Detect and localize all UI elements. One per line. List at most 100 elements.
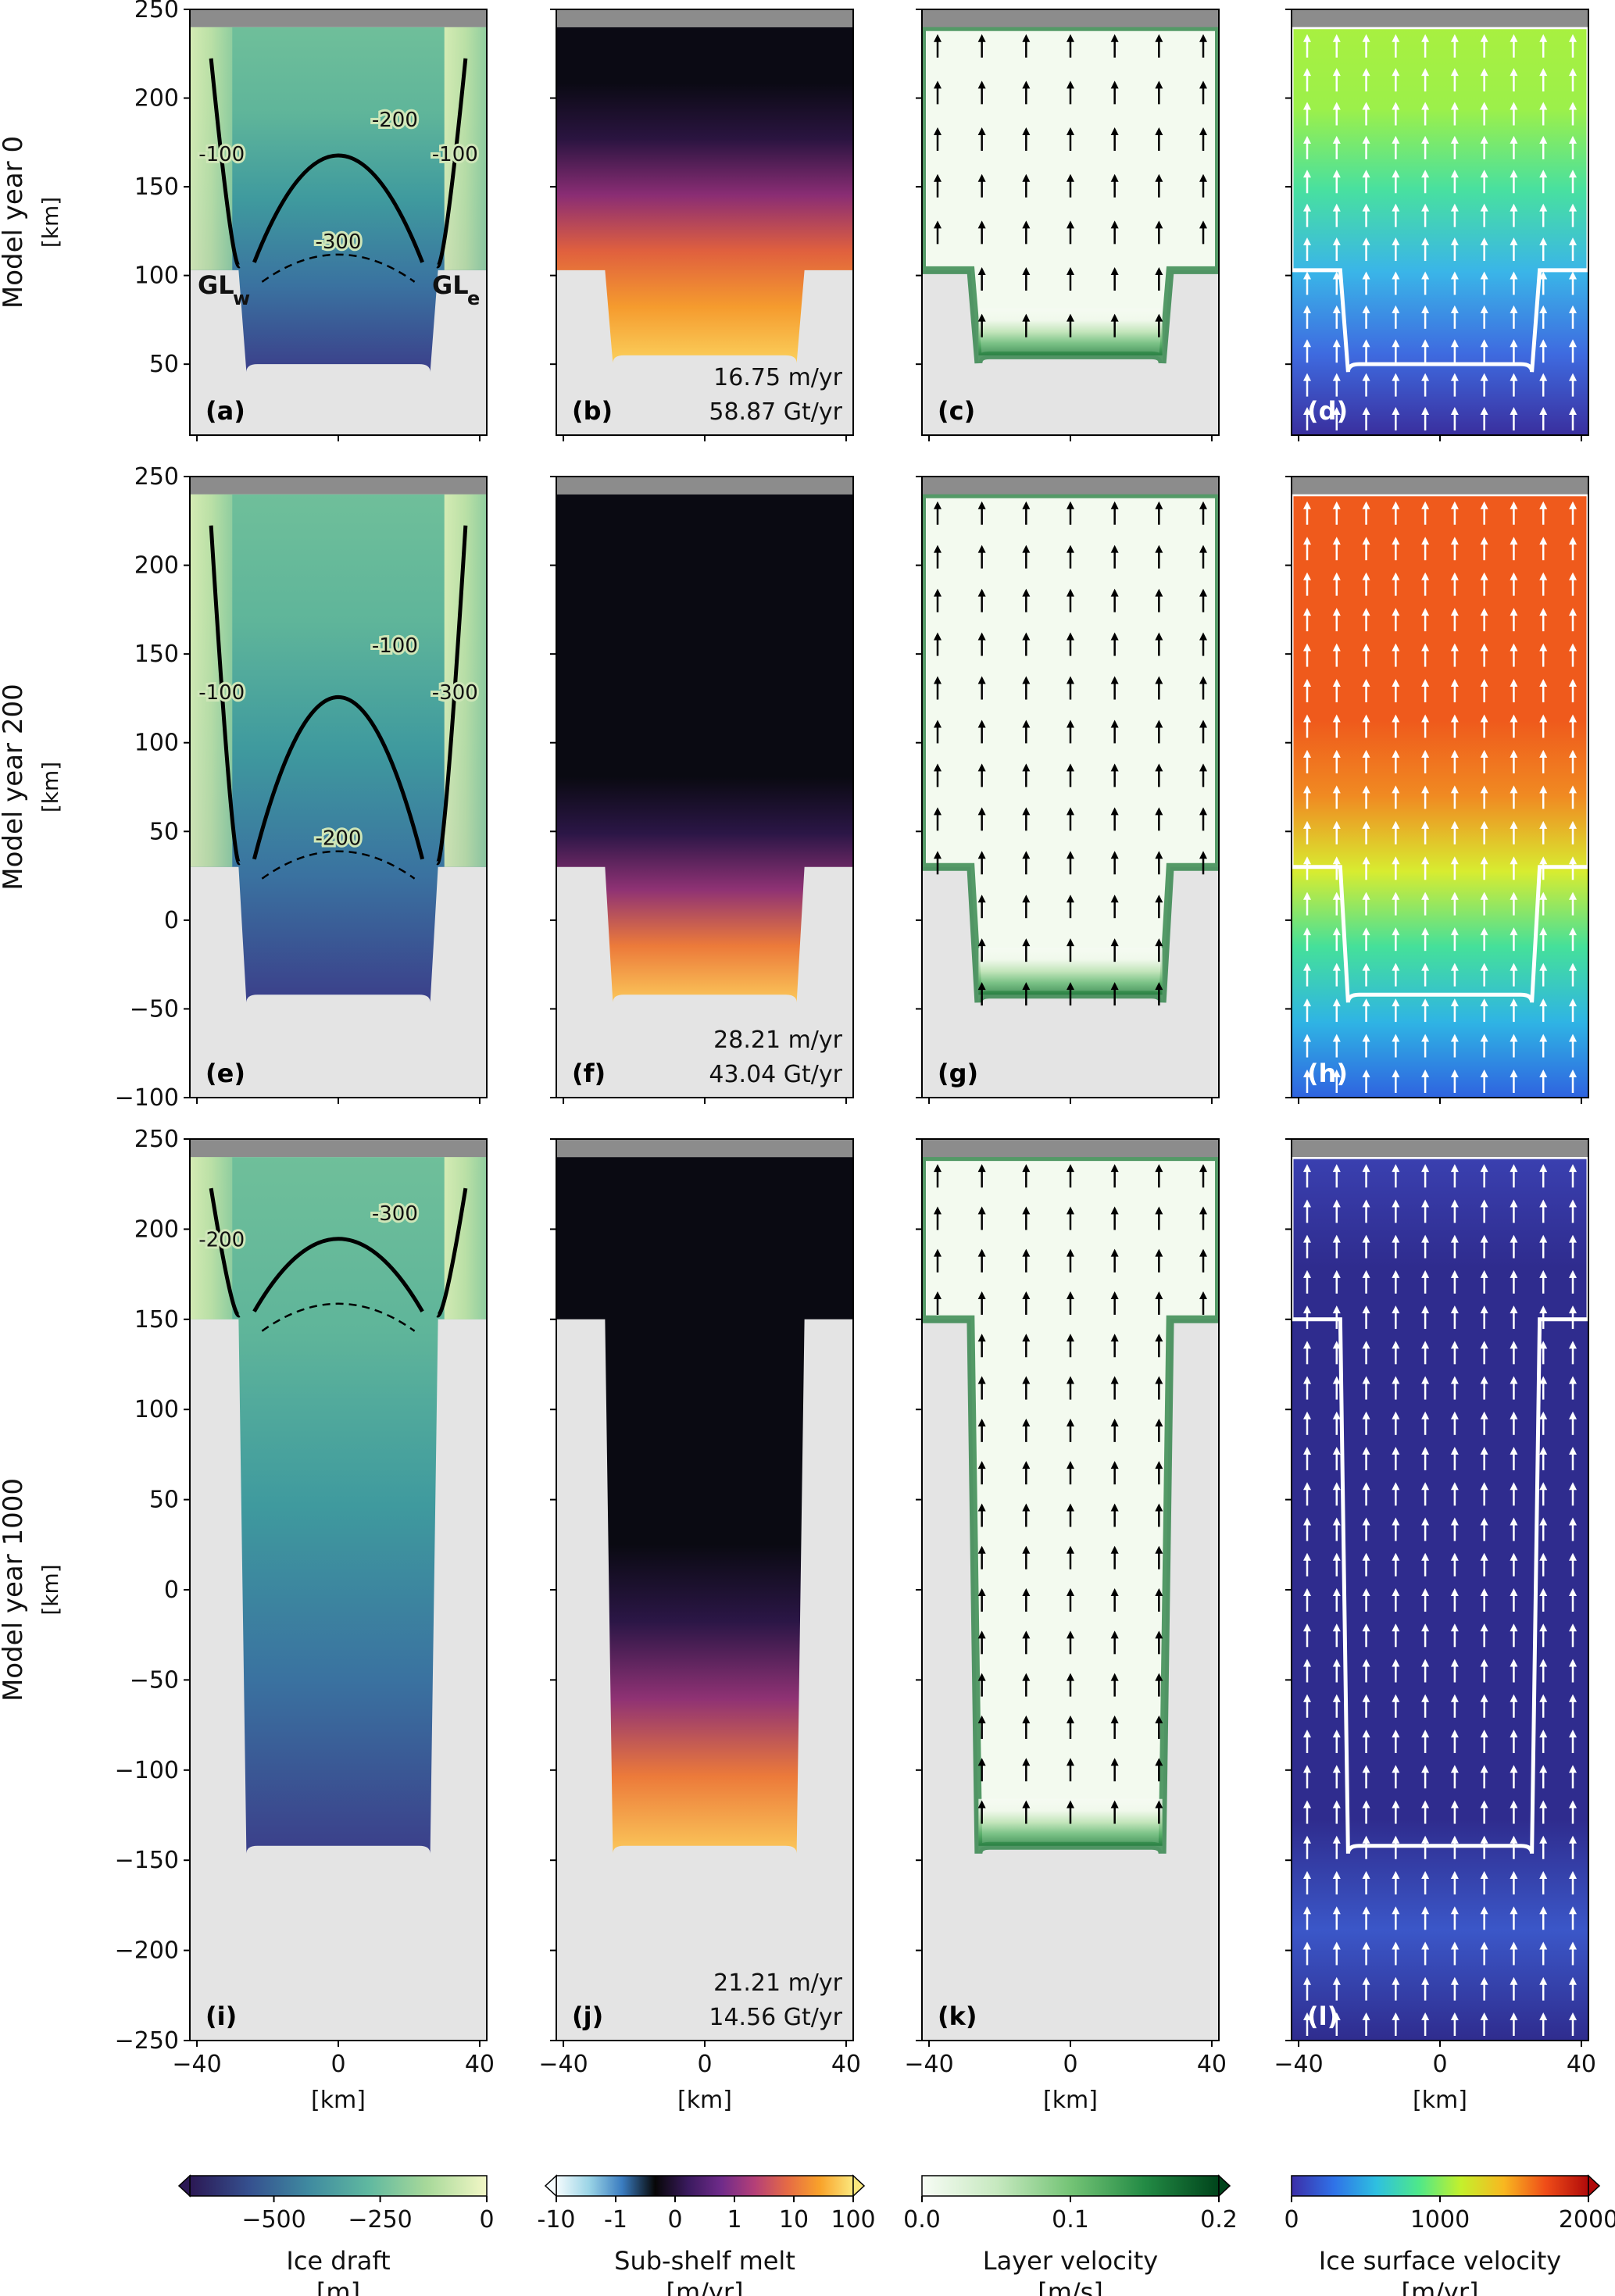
arrowhead xyxy=(1067,894,1074,903)
arrowhead xyxy=(1421,820,1430,829)
arrowhead xyxy=(1362,1482,1370,1491)
arrowhead xyxy=(1539,1069,1548,1077)
panel-label: (k) xyxy=(938,2001,977,2031)
arrowhead xyxy=(1110,80,1119,89)
arrowhead xyxy=(1362,34,1370,42)
arrowhead xyxy=(1332,1034,1341,1042)
arrowhead xyxy=(1421,1871,1430,1880)
arrowhead xyxy=(1303,501,1311,509)
arrowhead xyxy=(1569,1623,1577,1632)
arrowhead xyxy=(1480,1730,1488,1738)
arrowhead xyxy=(1392,407,1400,415)
arrowhead xyxy=(1362,203,1370,212)
arrowhead xyxy=(1421,2012,1430,2020)
arrowhead xyxy=(1332,1588,1341,1597)
arrowhead xyxy=(1110,1545,1119,1554)
arrowhead xyxy=(1332,572,1341,580)
arrowhead xyxy=(1450,891,1459,900)
contour-label: -200 xyxy=(198,1228,245,1252)
arrowhead xyxy=(1303,1482,1311,1491)
arrowhead xyxy=(1480,1447,1488,1455)
arrowhead xyxy=(1392,678,1400,687)
arrowhead xyxy=(1199,220,1207,229)
arrowhead xyxy=(1067,807,1074,816)
arrowhead xyxy=(1539,1034,1548,1042)
x-axis-label: [km] xyxy=(1043,2087,1098,2114)
arrowhead xyxy=(1539,998,1548,1007)
arrowhead xyxy=(1510,785,1518,794)
arrowhead xyxy=(1155,501,1163,509)
arrowhead xyxy=(1362,643,1370,652)
arrowhead xyxy=(1510,891,1518,900)
arrowhead xyxy=(1067,501,1074,509)
arrowhead xyxy=(1067,1248,1074,1257)
arrowhead xyxy=(1392,34,1400,42)
arrowhead xyxy=(977,1206,986,1215)
panel-field xyxy=(190,477,487,1098)
arrowhead xyxy=(1067,1376,1074,1384)
arrowhead xyxy=(1332,407,1341,415)
arrowhead xyxy=(1392,1552,1400,1561)
arrowhead xyxy=(1392,608,1400,616)
arrowhead xyxy=(1480,572,1488,580)
y-tick-label: 0 xyxy=(164,1576,179,1604)
arrowhead xyxy=(1421,102,1430,110)
arrowhead xyxy=(1067,1503,1074,1512)
arrowhead xyxy=(1110,1461,1119,1469)
arrowhead xyxy=(1480,34,1488,42)
colorbar-tick-label: 0 xyxy=(479,2206,494,2234)
arrowhead xyxy=(1332,1871,1341,1880)
arrowhead xyxy=(1332,714,1341,723)
arrowhead xyxy=(1510,407,1518,415)
speed-field xyxy=(1292,1157,1588,2041)
arrowhead xyxy=(1569,608,1577,616)
panel-i: -200 -300 −250 −200 −150 −100 −50 0 50 100 150 200 2… xyxy=(115,1126,495,2114)
arrowhead xyxy=(1450,749,1459,758)
arrowhead xyxy=(1539,714,1548,723)
arrowhead xyxy=(1510,68,1518,77)
arrowhead xyxy=(1450,1034,1459,1042)
arrowhead xyxy=(1362,1164,1370,1173)
arrowhead xyxy=(1110,1630,1119,1639)
arrowhead xyxy=(1510,1341,1518,1349)
arrowhead xyxy=(1199,127,1207,136)
arrowhead xyxy=(1362,1034,1370,1042)
arrowhead xyxy=(1332,927,1341,936)
contour-200 xyxy=(252,1237,424,1313)
arrowhead xyxy=(1362,572,1370,580)
panel-label: (i) xyxy=(205,2001,237,2031)
speed-field xyxy=(1292,27,1588,435)
arrowhead xyxy=(977,1376,986,1384)
panel-b: (b) 16.75 m/yr 58.87 Gt/yr xyxy=(550,9,854,441)
colorbar-label: Sub-shelf melt xyxy=(614,2246,795,2276)
arrowhead xyxy=(1067,676,1074,684)
arrowhead xyxy=(1510,1376,1518,1384)
arrowhead xyxy=(1362,1800,1370,1809)
arrowhead xyxy=(1067,220,1074,229)
arrowhead xyxy=(1022,894,1031,903)
arrowhead xyxy=(1539,170,1548,178)
arrowhead xyxy=(1450,271,1459,280)
arrowhead xyxy=(977,220,986,229)
arrowhead xyxy=(1450,1305,1459,1314)
calving-front xyxy=(190,1139,487,1158)
calving-front xyxy=(556,9,853,27)
arrowhead xyxy=(1067,1334,1074,1342)
arrowhead xyxy=(1569,714,1577,723)
arrowhead xyxy=(1332,891,1341,900)
arrowhead xyxy=(1510,572,1518,580)
panel-g: (g) xyxy=(916,476,1220,1104)
arrowhead xyxy=(1067,173,1074,182)
panel-label: (e) xyxy=(205,1059,245,1088)
arrowhead xyxy=(1480,1800,1488,1809)
arrowhead xyxy=(1362,1376,1370,1384)
arrowhead xyxy=(1362,501,1370,509)
arrowhead xyxy=(1362,1694,1370,1702)
arrowhead xyxy=(1303,339,1311,348)
colorbar-tick-label: 1 xyxy=(727,2206,741,2234)
panel-field xyxy=(556,1139,853,2041)
arrowhead xyxy=(1362,339,1370,348)
arrowhead xyxy=(1392,714,1400,723)
arrowhead xyxy=(1569,1482,1577,1491)
arrowhead xyxy=(1510,678,1518,687)
